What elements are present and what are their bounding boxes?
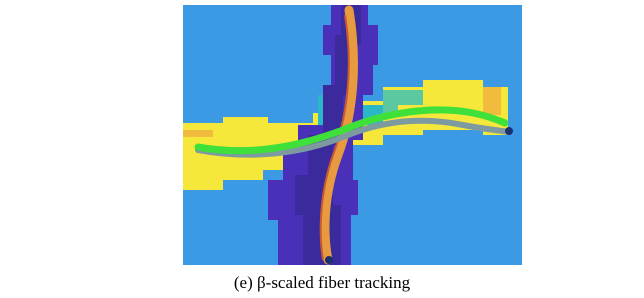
figure-caption: (e) β-scaled fiber tracking: [0, 273, 644, 293]
fiber-tracking-image: [183, 5, 522, 265]
fiber-end: [505, 127, 513, 135]
fiber-end: [325, 256, 333, 264]
page: {"caption": "(e) β-scaled fiber tracking…: [0, 0, 644, 298]
